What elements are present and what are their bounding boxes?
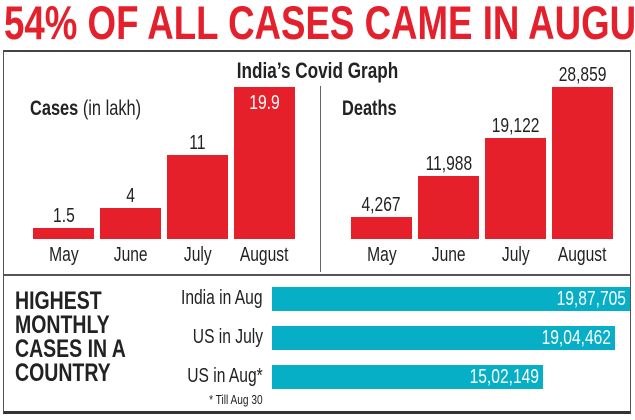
row-label: US in Aug* (166, 365, 263, 388)
x-tick-label: June (91, 244, 171, 267)
hbar-value: 19,87,705 (526, 288, 626, 311)
x-tick-label-text: June (431, 244, 466, 266)
x-tick-label: May (342, 244, 422, 267)
side-title-line: MONTHLY (15, 311, 157, 339)
x-tick-label: July (158, 244, 238, 267)
row-label: US in July (173, 326, 263, 349)
chart-frame (3, 50, 631, 414)
deaths-panel-title: Deaths (342, 97, 397, 120)
side-title-line: HIGHEST (15, 287, 157, 315)
hbar-value-text: 19,87,705 (556, 288, 626, 310)
x-tick-label-text: June (113, 244, 148, 266)
section-divider (3, 274, 631, 276)
value-label-text: 28,859 (558, 64, 607, 86)
bar-june (100, 208, 161, 239)
value-label: 4 (91, 186, 171, 206)
bar-july (167, 154, 228, 239)
side-title-line: CASES IN A (15, 335, 157, 363)
value-label-text: 4,267 (361, 193, 402, 216)
headline: 54% OF ALL CASES CAME IN AUGUST (4, 0, 635, 49)
hbar-value: 15,02,149 (439, 366, 539, 389)
x-tick-label: June (409, 244, 489, 267)
side-title-text: COUNTRY (15, 359, 111, 387)
highest-monthly-title: HIGHEST MONTHLY CASES IN A COUNTRY (15, 287, 157, 387)
hbar-2 (272, 365, 543, 389)
hbar-value: 19,04,462 (511, 327, 611, 350)
x-tick-label-text: August (240, 244, 289, 266)
hbar-value-text: 19,04,462 (541, 327, 611, 349)
value-label-text: 1.5 (52, 204, 75, 227)
x-tick-label: May (24, 244, 104, 267)
cases-panel-title: Cases (in lakh) (30, 97, 142, 120)
row-label-text: US in July (192, 326, 263, 348)
value-label: 28,859 (543, 65, 623, 85)
bar-july (485, 138, 546, 239)
value-label-text: 19,122 (491, 115, 540, 138)
x-tick-label-text: August (558, 244, 607, 266)
hbar-value-text: 15,02,149 (469, 366, 539, 388)
value-label: 19,122 (476, 116, 556, 136)
value-label-text: 11,988 (425, 152, 472, 175)
row-label-text: US in Aug* (187, 365, 263, 387)
row-label: India in Aug (158, 287, 263, 310)
x-tick-label: August (225, 244, 305, 267)
x-tick-label: August (543, 244, 623, 267)
x-tick-label-text: May (366, 244, 397, 266)
x-tick-label: July (476, 244, 556, 267)
panel-divider (320, 86, 321, 272)
value-label: 19.9 (225, 93, 305, 113)
x-tick-label-text: July (501, 244, 530, 266)
side-title-text: CASES IN A (15, 335, 126, 363)
side-title-text: MONTHLY (15, 311, 110, 339)
bar-may (351, 216, 412, 239)
bar-june (418, 175, 479, 239)
bar-may (33, 227, 94, 239)
hbar-1 (272, 326, 615, 350)
value-label: 11 (158, 133, 238, 153)
row-label-text: India in Aug (181, 287, 263, 309)
value-label: 4,267 (342, 195, 422, 215)
x-tick-label-text: July (183, 244, 212, 266)
value-label-text: 4 (126, 185, 135, 208)
value-label-text: 19.9 (249, 92, 280, 114)
value-label: 11,988 (409, 154, 489, 174)
value-label: 1.5 (24, 206, 104, 226)
bar-august (234, 87, 295, 239)
x-tick-label-text: May (48, 244, 79, 266)
value-label-text: 11 (189, 131, 206, 154)
bar-august (552, 87, 613, 239)
footnote: * Till Aug 30 (209, 392, 263, 407)
chart-title: India’s Covid Graph (236, 58, 399, 83)
hbar-0 (272, 287, 630, 311)
side-title-line: COUNTRY (15, 359, 157, 387)
side-title-text: HIGHEST (15, 287, 102, 315)
